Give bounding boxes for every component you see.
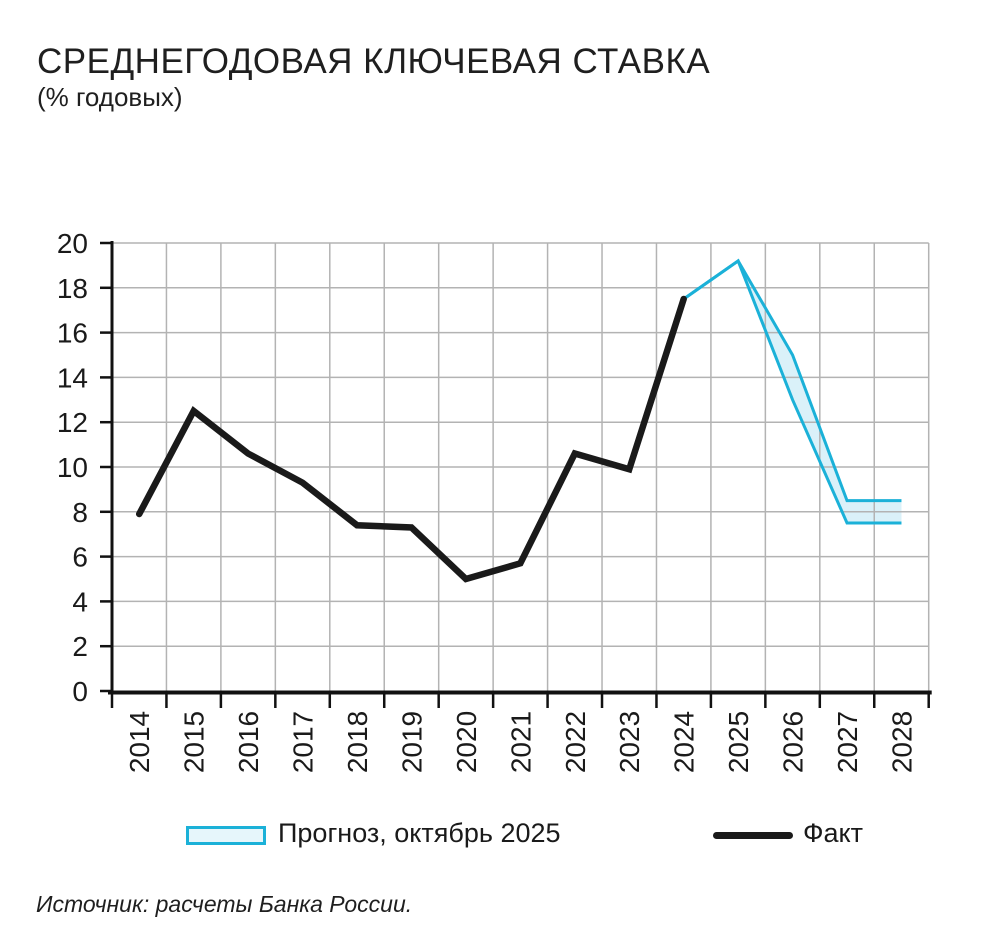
y-tick-label: 2 <box>72 631 88 662</box>
y-tick-label: 18 <box>57 273 88 304</box>
x-tick-label: 2025 <box>723 711 754 773</box>
x-tick-label: 2016 <box>233 711 264 773</box>
x-tick-label: 2028 <box>886 711 917 773</box>
x-tick-label: 2026 <box>778 711 809 773</box>
chart-plot-area: 0 2 4 6 8 10 12 14 16 18 20 2014 2015 2016 2017 2018 201… <box>57 228 932 773</box>
forecast-lower-line <box>682 258 902 525</box>
y-tick-label: 6 <box>72 542 88 573</box>
legend-forecast-swatch <box>186 826 266 845</box>
x-tick-label: 2027 <box>832 711 863 773</box>
x-tick-label: 2017 <box>288 711 319 773</box>
legend-fact-label: Факт <box>803 818 864 848</box>
y-tick-label: 4 <box>72 586 88 617</box>
x-tick-label: 2014 <box>124 711 155 773</box>
fact-line <box>135 295 687 583</box>
x-tick-label: 2024 <box>669 711 700 773</box>
x-tick-label: 2023 <box>614 711 645 773</box>
x-tick-label: 2018 <box>342 711 373 773</box>
source-note: Источник: расчеты Банка России. <box>36 891 413 917</box>
legend-forecast-label: Прогноз, октябрь 2025 <box>278 818 561 848</box>
y-tick-label: 20 <box>57 228 88 259</box>
y-tick-label: 8 <box>72 497 88 528</box>
y-tick-label: 16 <box>57 318 88 349</box>
chart-title: СРЕДНЕГОДОВАЯ КЛЮЧЕВАЯ СТАВКА <box>37 42 711 81</box>
y-tick-label: 12 <box>57 407 88 438</box>
x-tick-label: 2021 <box>505 711 536 773</box>
legend-fact-swatch <box>713 832 793 839</box>
y-tick-label: 10 <box>57 452 88 483</box>
legend: Прогноз, октябрь 2025 Факт <box>0 815 1000 855</box>
forecast-band-fill <box>683 260 902 523</box>
x-tick-label: 2020 <box>451 711 482 773</box>
y-tick-label: 14 <box>57 362 88 393</box>
y-tick-label: 0 <box>72 676 88 707</box>
x-tick-label: 2015 <box>179 711 210 773</box>
chart-subtitle: (% годовых) <box>37 82 183 112</box>
x-tick-label: 2022 <box>560 711 591 773</box>
x-tick-label: 2019 <box>396 711 427 773</box>
